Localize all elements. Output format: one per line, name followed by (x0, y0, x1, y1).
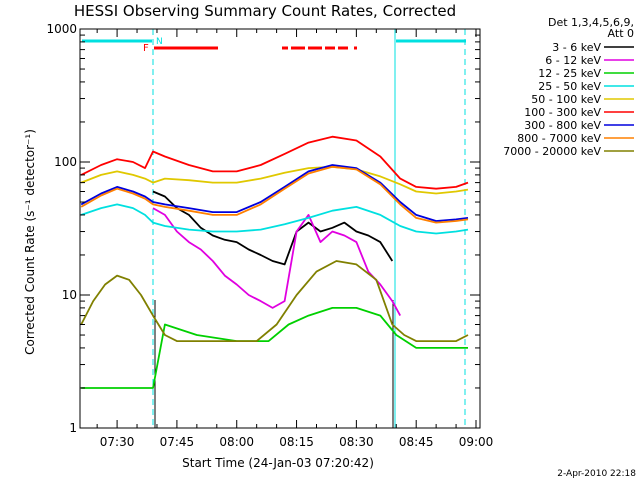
observing-flag-bars: FN (82, 29, 466, 428)
legend-entry-label: 50 - 100 keV (531, 93, 601, 106)
night-flag-label: N (156, 37, 163, 47)
legend-entry-label: 300 - 800 keV (524, 119, 601, 132)
series-line-9 (80, 260, 469, 343)
series-line-7 (80, 164, 469, 222)
axes-box (79, 28, 481, 429)
generation-timestamp: 2-Apr-2010 22:18 (557, 469, 636, 479)
legend-entry-label: 3 - 6 keV (552, 41, 601, 54)
x-tick-label: 08:45 (399, 435, 434, 449)
x-axis-ticks: 07:30 07:45 08:00 08:15 08:30 08:45 09:00 (96, 29, 494, 449)
flare-flag-label: F (143, 43, 149, 54)
x-tick-label: 09:00 (459, 435, 494, 449)
series-curves (80, 135, 469, 389)
x-tick-label: 08:15 (279, 435, 314, 449)
series-line-1 (152, 190, 394, 266)
legend-entry-label: 800 - 7000 keV (517, 132, 601, 145)
y-tick-label: 10 (62, 288, 77, 302)
plot-frame (79, 28, 481, 429)
series-line-8 (80, 165, 469, 224)
series-line-6 (80, 135, 469, 190)
x-tick-label: 07:45 (160, 435, 195, 449)
y-axis-ticks: 1 10 100 1000 (46, 22, 480, 435)
x-tick-label: 08:00 (219, 435, 254, 449)
legend-entry-label: 12 - 25 keV (538, 67, 601, 80)
legend-header-line: Att 0 (608, 27, 634, 40)
y-axis-label: Corrected Count Rate (s⁻¹ detector⁻¹) (23, 129, 37, 355)
legend-entry-label: 100 - 300 keV (524, 106, 601, 119)
y-tick-label: 1000 (46, 22, 77, 36)
x-axis-label: Start Time (24-Jan-03 07:20:42) (182, 456, 374, 470)
legend-entry-label: 7000 - 20000 keV (503, 145, 601, 158)
y-tick-label: 100 (54, 155, 77, 169)
legend-entry-label: 25 - 50 keV (538, 80, 601, 93)
series-line-4 (80, 203, 469, 235)
legend-entry-label: 6 - 12 keV (545, 54, 601, 67)
x-tick-label: 08:30 (339, 435, 374, 449)
x-tick-label: 07:30 (100, 435, 135, 449)
chart-title: HESSI Observing Summary Count Rates, Cor… (74, 2, 456, 20)
series-line-2 (152, 207, 401, 317)
series-line-3 (81, 306, 468, 389)
legend-header-line: Det 1,3,4,5,6,9, (548, 16, 634, 29)
series-line-5 (80, 165, 469, 195)
y-tick-label: 1 (69, 421, 77, 435)
